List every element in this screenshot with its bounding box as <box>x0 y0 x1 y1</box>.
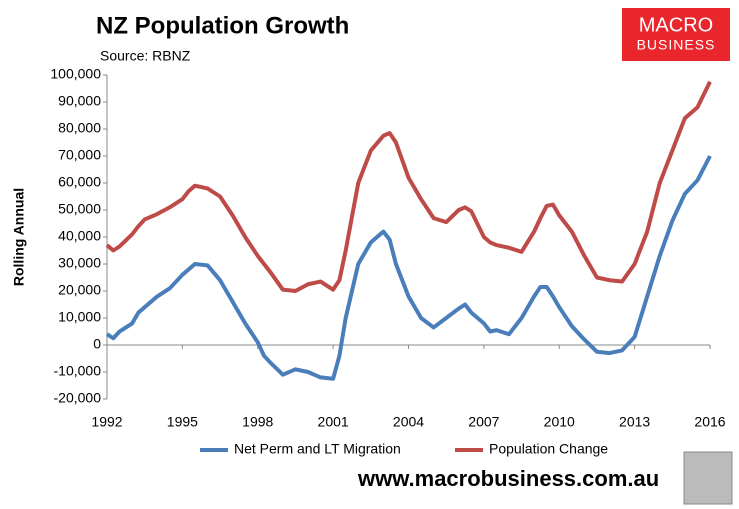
x-tick-label: 2004 <box>393 414 424 430</box>
y-tick-label: 10,000 <box>58 309 101 325</box>
y-tick-label: 60,000 <box>58 174 101 190</box>
y-tick-label: 0 <box>93 336 101 352</box>
x-tick-label: 2001 <box>318 414 349 430</box>
y-tick-label: 100,000 <box>50 66 101 82</box>
y-tick-label: 50,000 <box>58 201 101 217</box>
series-line <box>105 155 712 381</box>
y-tick-label: 80,000 <box>58 120 101 136</box>
wolf-icon <box>683 451 733 505</box>
y-tick-label: 30,000 <box>58 255 101 271</box>
y-tick-label: 90,000 <box>58 93 101 109</box>
x-tick-label: 1995 <box>167 414 198 430</box>
y-tick-label: -20,000 <box>54 390 102 406</box>
logo-top: MACRO <box>639 14 713 36</box>
x-tick-label: 2013 <box>619 414 650 430</box>
y-tick-label: 70,000 <box>58 147 101 163</box>
x-tick-label: 1992 <box>91 414 122 430</box>
logo-box <box>622 8 730 61</box>
legend-label: Population Change <box>489 441 608 457</box>
logo-bottom: BUSINESS <box>637 37 716 53</box>
x-tick-label: 2007 <box>468 414 499 430</box>
y-tick-label: 20,000 <box>58 282 101 298</box>
x-tick-label: 1998 <box>242 414 273 430</box>
chart-title: NZ Population Growth <box>96 12 349 39</box>
x-tick-label: 2016 <box>694 414 725 430</box>
chart-subtitle: Source: RBNZ <box>100 48 191 64</box>
y-axis-label: Rolling Annual <box>11 188 27 286</box>
footer: www.macrobusiness.com.au <box>357 466 659 491</box>
x-tick-label: 2010 <box>544 414 575 430</box>
series-line <box>105 80 712 293</box>
y-tick-label: -10,000 <box>54 363 102 379</box>
legend-label: Net Perm and LT Migration <box>234 441 401 457</box>
y-tick-label: 40,000 <box>58 228 101 244</box>
